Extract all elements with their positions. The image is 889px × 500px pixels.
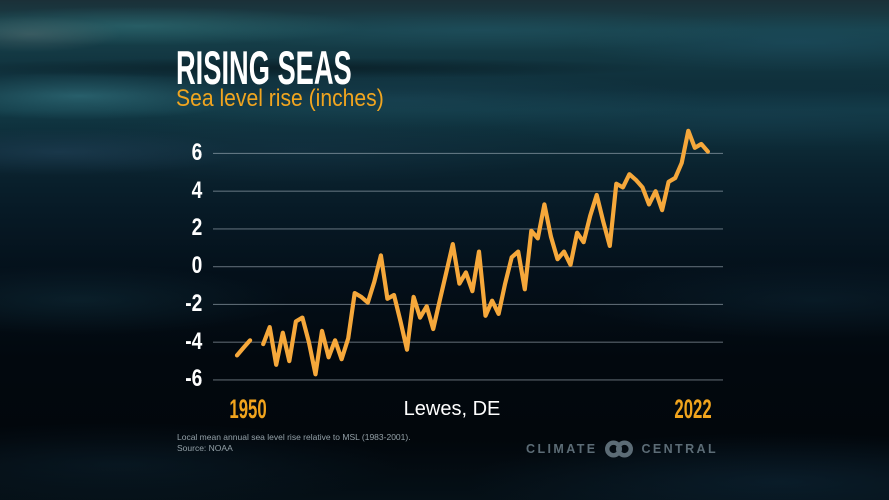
y-tick-label: 6 xyxy=(191,138,202,166)
x-axis-label-end-year: 2022 xyxy=(674,394,712,424)
station-label: Lewes, DE xyxy=(403,398,501,420)
y-tick-label: 4 xyxy=(191,176,202,204)
x-axis-label-start-year: 1950 xyxy=(229,394,267,424)
y-tick-label: 2 xyxy=(191,214,202,242)
y-tick-label: -6 xyxy=(184,365,202,393)
climate-central-logo: CLIMATE CENTRAL xyxy=(526,438,718,460)
page-title: RISING SEAS xyxy=(176,41,352,94)
y-tick-label: -2 xyxy=(184,289,202,317)
gridlines xyxy=(213,152,723,381)
y-tick-label: 0 xyxy=(191,252,202,280)
sea-level-line xyxy=(234,128,710,377)
chart-subtitle: Sea level rise (inches) xyxy=(176,85,384,112)
y-axis-tick-labels: 6 4 2 0 -2 -4 -6 xyxy=(150,0,202,500)
footnote-line-2: Source: NOAA xyxy=(177,442,233,453)
footnote-line-1: Local mean annual sea level rise relativ… xyxy=(177,432,411,442)
y-tick-label: -4 xyxy=(184,327,202,355)
footnote: Local mean annual sea level rise relativ… xyxy=(177,432,411,453)
logo-word-climate: CLIMATE xyxy=(526,441,598,456)
logo-word-central: CENTRAL xyxy=(641,441,718,456)
interlocking-rings-icon xyxy=(602,438,636,460)
